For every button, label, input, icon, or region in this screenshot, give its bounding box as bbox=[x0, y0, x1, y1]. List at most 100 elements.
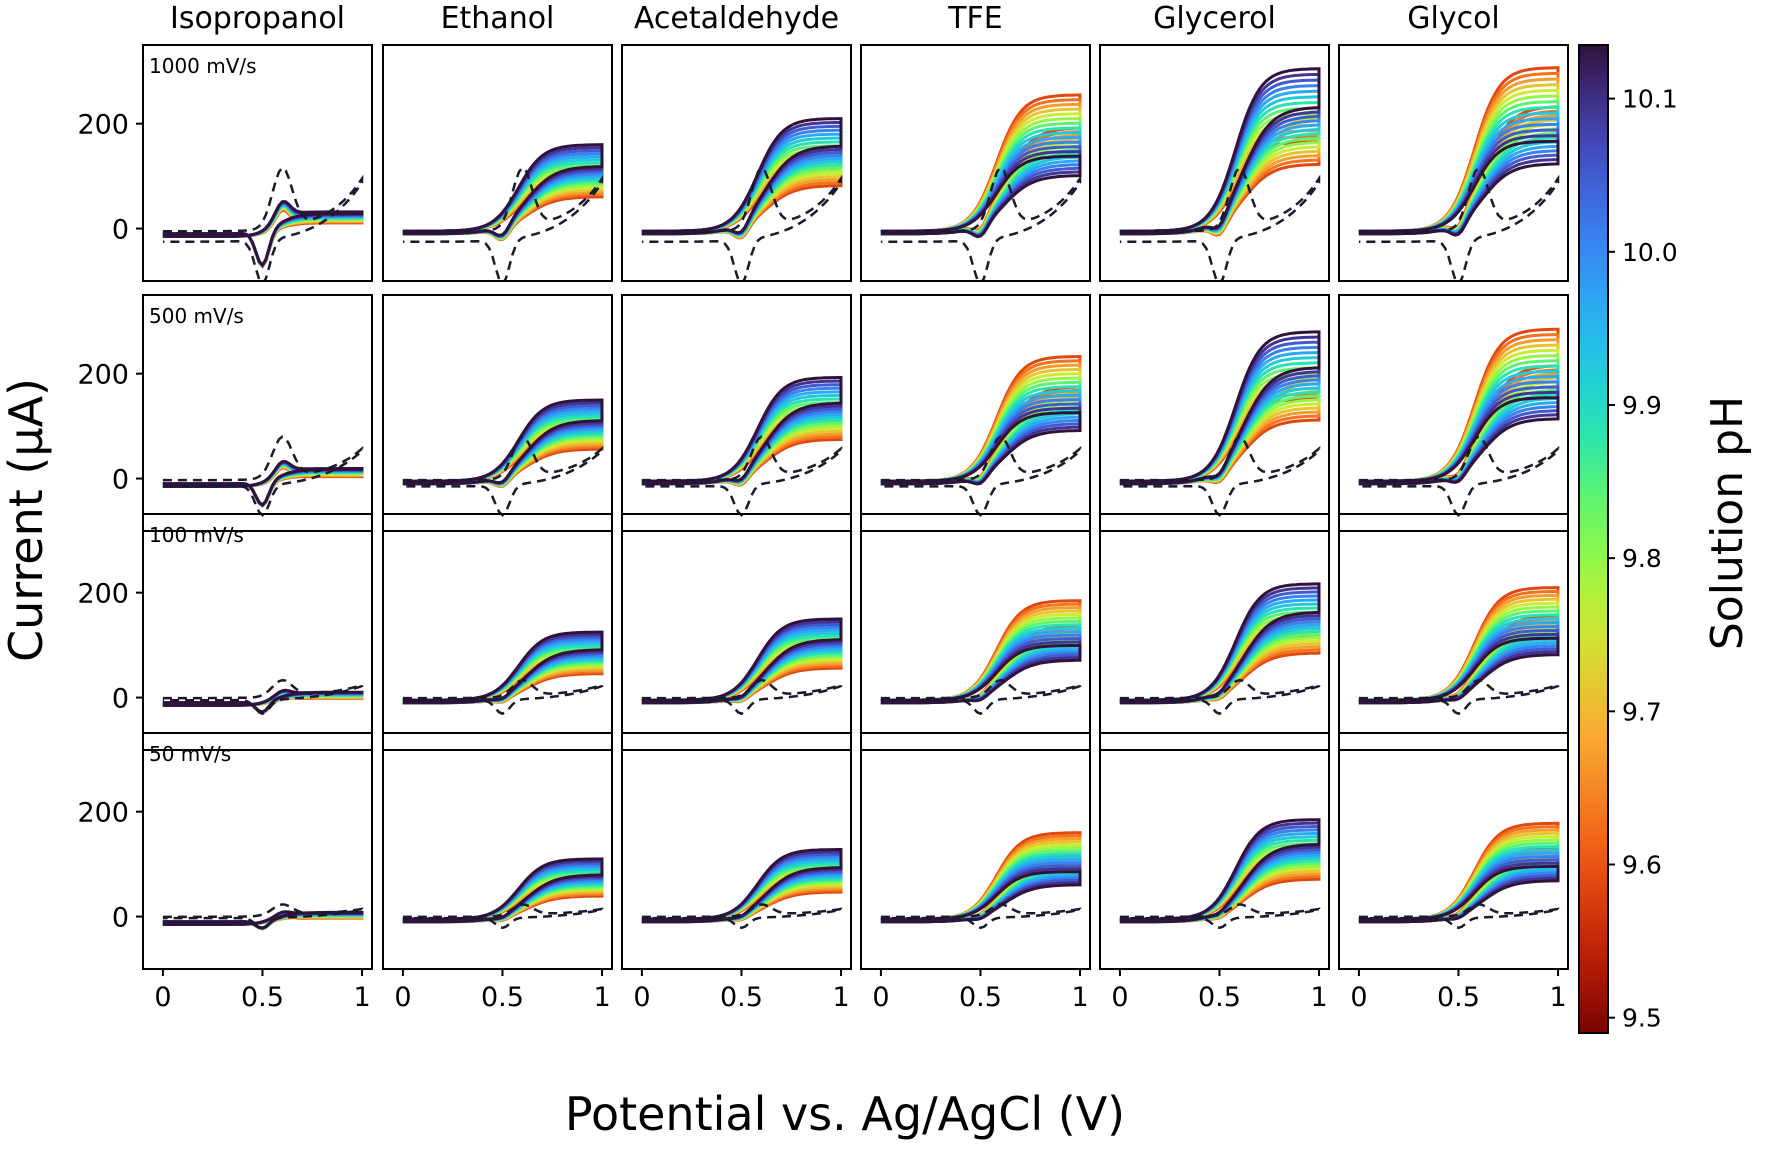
panel-plot-area bbox=[162, 903, 364, 931]
reference-dashed-curve bbox=[402, 166, 604, 281]
colorbar-tick-label: 9.7 bbox=[1622, 697, 1662, 726]
panel bbox=[1099, 513, 1330, 751]
colorbar-tick-label: 9.5 bbox=[1622, 1004, 1662, 1033]
scan-rate-label: 500 mV/s bbox=[149, 304, 244, 328]
panel-frame bbox=[860, 294, 1091, 532]
panel-frame bbox=[1338, 44, 1569, 282]
panel bbox=[1338, 44, 1569, 282]
colorbar-tick-label: 10.0 bbox=[1622, 238, 1678, 267]
panel bbox=[860, 44, 1091, 282]
panel bbox=[860, 294, 1091, 532]
panel-plot-area bbox=[880, 599, 1082, 716]
x-tick-label: 0.5 bbox=[1198, 982, 1241, 1013]
x-tick-label: 1 bbox=[1071, 982, 1088, 1013]
scan-rate-label: 1000 mV/s bbox=[149, 54, 257, 78]
panel-plot-area bbox=[1358, 327, 1560, 517]
colorbar-tick-label: 9.9 bbox=[1622, 391, 1662, 420]
panel bbox=[1099, 44, 1330, 282]
x-tick-label: 0.5 bbox=[1437, 982, 1480, 1013]
ph-series-curve bbox=[162, 688, 364, 714]
panel-frame bbox=[382, 732, 613, 970]
reference-dashed-curve bbox=[162, 166, 364, 281]
x-tick-label: 0.5 bbox=[481, 982, 524, 1013]
column-title: Acetaldehyde bbox=[634, 1, 839, 36]
panel: 0 0.5 1 bbox=[860, 732, 1091, 1013]
reference-dashed-curve bbox=[880, 166, 1082, 281]
panel bbox=[1338, 513, 1569, 751]
panel-plot-area bbox=[1358, 586, 1560, 716]
panel-frame bbox=[1338, 513, 1569, 751]
scan-rate-label: 50 mV/s bbox=[149, 742, 231, 766]
reference-dashed-curve bbox=[641, 903, 843, 930]
y-tick-label: 200 bbox=[77, 110, 129, 141]
reference-dashed-curve bbox=[880, 435, 1082, 517]
panel-frame bbox=[142, 513, 373, 751]
ph-series-curve bbox=[402, 143, 604, 237]
panel-plot-area bbox=[402, 143, 604, 281]
panel bbox=[621, 513, 852, 751]
y-tick-label: 0 bbox=[112, 465, 129, 496]
reference-dashed-curve bbox=[162, 678, 364, 716]
colorbar-gradient bbox=[1578, 44, 1609, 1034]
panel-frame bbox=[860, 513, 1091, 751]
panel-frame bbox=[860, 732, 1091, 970]
panel-frame bbox=[382, 44, 613, 282]
panel: 0 0.5 1 bbox=[1338, 732, 1569, 1013]
x-tick-label: 0 bbox=[1111, 982, 1128, 1013]
reference-dashed-curve bbox=[1358, 678, 1560, 716]
ph-series-curve bbox=[162, 910, 364, 930]
panel bbox=[1338, 294, 1569, 532]
panel-frame bbox=[860, 44, 1091, 282]
x-tick-label: 1 bbox=[593, 982, 610, 1013]
panel-frame bbox=[1338, 294, 1569, 532]
x-tick-label: 1 bbox=[353, 982, 370, 1013]
panel-frame bbox=[1099, 294, 1330, 532]
colorbar-tick-label: 9.8 bbox=[1622, 544, 1662, 573]
reference-dashed-curve bbox=[1358, 435, 1560, 517]
colorbar-label: Solution pH bbox=[1702, 396, 1753, 650]
reference-dashed-curve bbox=[162, 435, 364, 517]
y-tick-label: 200 bbox=[77, 579, 129, 610]
y-tick-label: 0 bbox=[112, 215, 129, 246]
reference-dashed-curve bbox=[641, 678, 843, 716]
panel: 0 200 500 mV/s bbox=[77, 294, 373, 532]
ph-series-curve bbox=[1119, 330, 1321, 486]
panel-frame bbox=[1099, 513, 1330, 751]
colorbar-tick-label: 9.6 bbox=[1622, 851, 1662, 880]
reference-dashed-curve bbox=[1358, 166, 1560, 281]
x-tick-label: 0.5 bbox=[959, 982, 1002, 1013]
y-tick-label: 200 bbox=[77, 360, 129, 391]
reference-dashed-curve bbox=[1358, 903, 1560, 930]
x-axis-label: Potential vs. Ag/AgCl (V) bbox=[565, 1087, 1125, 1141]
reference-dashed-curve bbox=[641, 435, 843, 517]
panel bbox=[382, 44, 613, 282]
panel-plot-area bbox=[641, 117, 843, 281]
panel-frame bbox=[1338, 732, 1569, 970]
ph-series-curve bbox=[880, 154, 1082, 239]
ph-series-curve bbox=[162, 200, 364, 268]
panel-frame bbox=[382, 513, 613, 751]
panel-plot-area bbox=[402, 398, 604, 517]
panel: 0 200 50 mV/s 0 0.5 1 bbox=[77, 732, 373, 1013]
panel: 0 200 100 mV/s bbox=[77, 513, 373, 751]
column-title: TFE bbox=[947, 1, 1003, 36]
panel-plot-area bbox=[162, 166, 364, 281]
panel bbox=[621, 44, 852, 282]
panel-frame bbox=[621, 294, 852, 532]
panel-plot-area bbox=[162, 678, 364, 716]
panel: 0 0.5 1 bbox=[1099, 732, 1330, 1013]
panel-frame bbox=[621, 513, 852, 751]
panel-frame bbox=[382, 294, 613, 532]
reference-dashed-curve bbox=[402, 903, 604, 930]
reference-dashed-curve bbox=[641, 166, 843, 281]
column-title: Isopropanol bbox=[170, 1, 345, 36]
panel-plot-area bbox=[1119, 818, 1321, 930]
reference-dashed-curve bbox=[1119, 435, 1321, 517]
reference-dashed-curve bbox=[880, 678, 1082, 716]
x-tick-label: 0.5 bbox=[241, 982, 284, 1013]
column-title: Ethanol bbox=[441, 1, 555, 36]
ph-series-curve bbox=[880, 870, 1082, 924]
y-axis-label: Current (μA) bbox=[0, 378, 53, 662]
panel-frame bbox=[621, 44, 852, 282]
panel bbox=[860, 513, 1091, 751]
